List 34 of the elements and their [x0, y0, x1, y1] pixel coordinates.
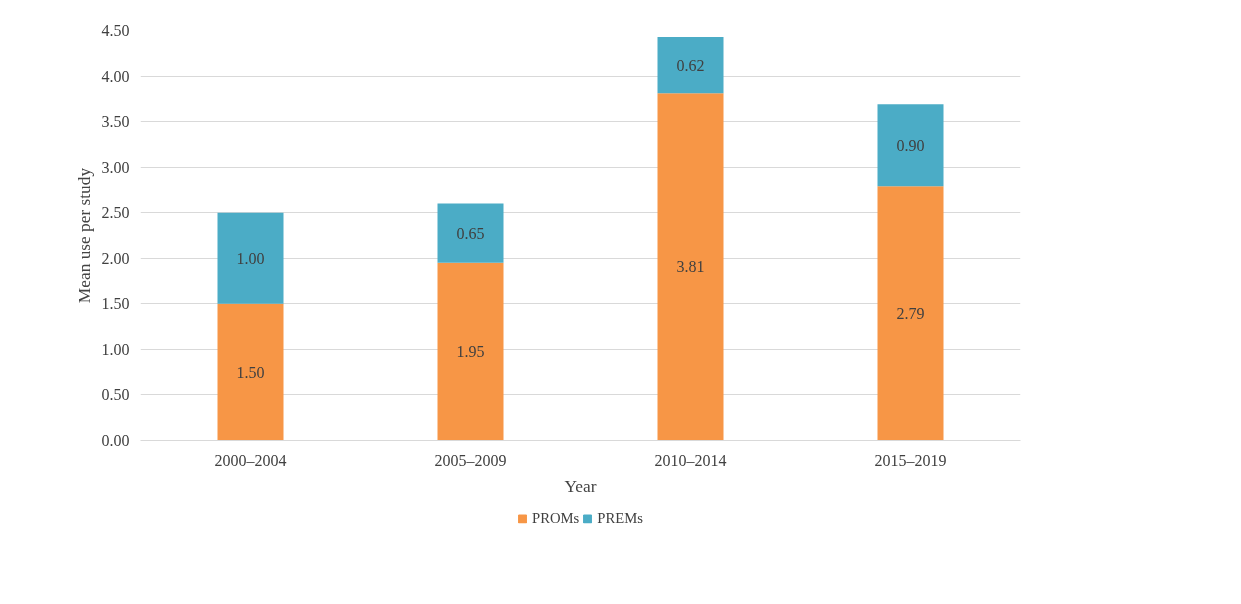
y-tick-label: 0.00 — [101, 432, 130, 449]
bar — [437, 262, 504, 441]
y-tick-label: 4.50 — [101, 22, 130, 39]
y-tick-label: 0.50 — [101, 386, 130, 404]
y-tick-label: 1.00 — [101, 340, 130, 358]
bar — [877, 186, 944, 441]
y-axis-title: Mean use per study — [74, 167, 94, 304]
bar — [657, 36, 724, 94]
y-tick-label: 3.00 — [101, 158, 130, 176]
data-label: 1.95 — [456, 343, 485, 361]
x-tick-label: 2000–2004 — [214, 451, 287, 469]
bar — [217, 303, 284, 441]
data-label: 0.90 — [896, 136, 925, 154]
data-label: 1.50 — [236, 363, 265, 381]
y-tick-label: 4.00 — [101, 67, 130, 85]
x-axis-title: Year — [564, 476, 597, 496]
legend-label: PREMs — [597, 509, 643, 527]
data-label: 2.79 — [896, 304, 925, 322]
bar — [437, 203, 504, 263]
x-tick-label: 2005–2009 — [434, 451, 507, 469]
y-tick-label: 2.50 — [101, 204, 130, 222]
data-label: 0.65 — [456, 224, 485, 242]
x-tick-label: 2015–2019 — [874, 451, 947, 469]
bar — [217, 212, 284, 304]
x-tick-label: 2010–2014 — [654, 451, 727, 469]
y-tick-label: 1.50 — [101, 295, 130, 313]
legend-label: PROMs — [532, 509, 580, 527]
y-tick-label: 2.00 — [101, 249, 130, 267]
y-tick-label: 3.50 — [101, 113, 130, 131]
data-label: 3.81 — [676, 258, 705, 276]
data-label: 0.62 — [676, 56, 705, 74]
data-label: 1.00 — [236, 249, 265, 267]
bar — [657, 93, 724, 441]
bar — [877, 104, 944, 187]
